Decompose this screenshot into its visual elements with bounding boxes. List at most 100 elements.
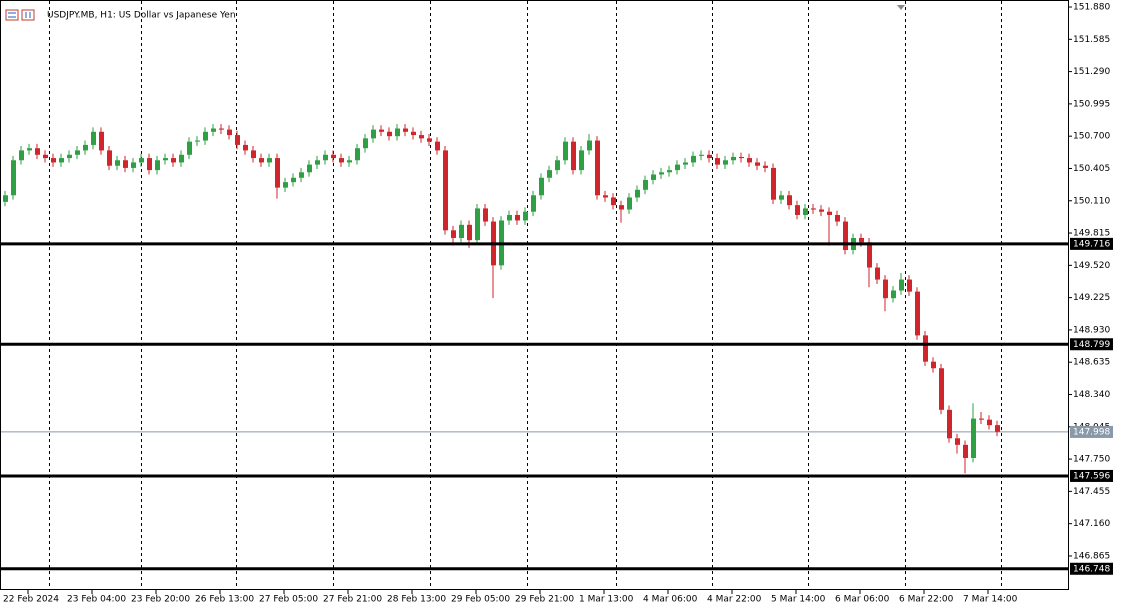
candle-body [443,150,448,231]
candle-body [203,131,208,141]
candle-body [667,170,672,173]
y-tick-label: 150.110 [1073,196,1110,206]
candle-body [395,128,400,137]
x-tick-label: 27 Feb 05:00 [259,595,318,605]
candle-body [835,214,840,222]
level-label-box [1070,469,1113,482]
y-tick-label: 151.880 [1073,3,1110,13]
candle-body [211,128,216,132]
candle-body [795,205,800,215]
candle-body [939,368,944,410]
candle-body [11,160,16,196]
y-tick-label: 147.750 [1073,455,1110,465]
candle-body [251,150,256,159]
x-tick-label: 4 Mar 06:00 [643,595,698,605]
candle-body [603,195,608,198]
candle-body [707,154,712,159]
candle-body [419,135,424,139]
candle-body [627,197,632,210]
candle-body [979,418,984,420]
candle-body [643,179,648,190]
candle-body [763,165,768,168]
candle-body [923,335,928,362]
candle-body [275,158,280,188]
candle-body [771,167,776,200]
candle-body [307,164,312,173]
candle-body [947,409,952,439]
candle-body [819,209,824,212]
candle-body [67,154,72,159]
x-tick-label: 29 Feb 05:00 [451,595,510,605]
candle-body [379,129,384,132]
candle-body [51,158,56,163]
candle-body [539,177,544,196]
candle-body [427,138,432,142]
current-price-box [1070,425,1113,438]
candle-body [827,211,832,215]
candle-body [227,129,232,136]
y-tick-label: 149.225 [1073,293,1110,303]
candle-body [899,279,904,291]
candle-body [659,172,664,175]
candle-body [435,141,440,151]
candle-body [171,158,176,163]
candle-body [955,438,960,445]
candle-body [347,160,352,163]
candle-body [91,131,96,145]
x-tick-label: 5 Mar 14:00 [771,595,826,605]
candle-body [107,150,112,166]
x-tick-label: 23 Feb 20:00 [131,595,190,605]
candle-body [739,156,744,159]
candle-body [547,170,552,178]
candle-body [123,160,128,168]
candle-body [595,140,600,196]
candle-body [451,230,456,238]
candle-body [235,135,240,145]
candle-body [483,208,488,222]
candle-body [635,189,640,198]
candle-body [579,150,584,171]
candle-body [747,158,752,163]
candle-body [99,131,104,151]
candle-body [867,242,872,268]
y-tick-label: 146.865 [1073,551,1110,561]
candle-body [691,155,696,163]
level-label: 147.596 [1073,471,1110,481]
x-tick-label: 27 Feb 21:00 [323,595,382,605]
plot-frame [0,0,1069,590]
level-label: 148.799 [1073,340,1110,350]
candle-body [963,444,968,458]
level-label-box [1070,237,1113,250]
candle-body [843,221,848,251]
candle-body [995,425,1000,432]
candle-body [43,154,48,159]
candle-body [155,160,160,171]
candle-body [3,195,8,202]
candle-body [987,419,992,426]
candle-body [515,214,520,221]
candle-body [587,140,592,151]
period-marker [897,5,905,10]
candle-body [467,224,472,241]
candle-body [195,140,200,142]
candle-body [83,144,88,151]
candle-body [323,154,328,161]
y-tick-label: 150.700 [1073,132,1110,142]
y-tick-label: 147.160 [1073,519,1110,529]
y-tick-label: 148.635 [1073,358,1110,368]
level-label-box [1070,338,1113,351]
candle-body [891,290,896,299]
candle-body [619,205,624,210]
x-tick-label: 4 Mar 22:00 [707,595,762,605]
candle-body [571,141,576,171]
candle-body [35,148,40,155]
x-tick-label: 26 Feb 13:00 [195,595,254,605]
y-tick-label: 150.405 [1073,164,1110,174]
candle-body [715,158,720,165]
candle-body [651,174,656,180]
candle-body [315,160,320,165]
candle-body [163,158,168,161]
x-tick-label: 28 Feb 13:00 [387,595,446,605]
candle-body [299,172,304,178]
